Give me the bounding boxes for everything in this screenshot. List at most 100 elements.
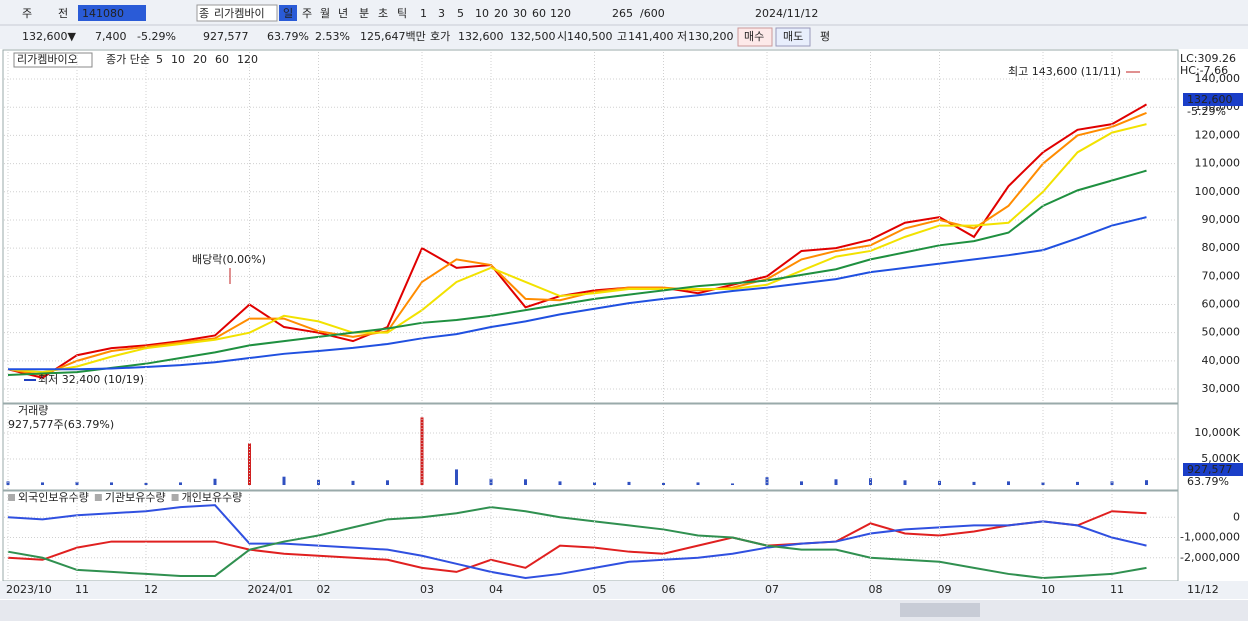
toolbar-item[interactable]: 틱: [397, 7, 407, 20]
series-line: [7, 504, 1147, 579]
volume-bar: [41, 482, 44, 486]
scrollbar[interactable]: [0, 600, 1248, 621]
toolbar-item[interactable]: 주: [22, 7, 32, 20]
x-tick-label: 05: [593, 583, 607, 596]
y-tick-label: 0: [1233, 510, 1240, 523]
toolbar-item[interactable]: 종: [199, 7, 209, 20]
volume-subtitle: 927,577주(63.79%): [8, 418, 114, 431]
quote-item: 130,200: [688, 30, 734, 43]
x-tick-label: 2023/10: [6, 583, 52, 596]
legend-entry: 20: [193, 53, 207, 66]
quote-item: 평: [820, 30, 830, 43]
quote-item: 시: [557, 30, 567, 43]
holding-panel: [2, 490, 1179, 582]
volume-bar: [420, 417, 424, 486]
legend-entry: 5: [156, 53, 163, 66]
quote-item: 132,600: [458, 30, 504, 43]
toolbar-item[interactable]: 265: [612, 7, 633, 20]
y-tick-label: 110,000: [1195, 157, 1241, 170]
name-box[interactable]: [196, 4, 278, 22]
toolbar-item[interactable]: 10: [475, 7, 489, 20]
volume-bar: [455, 469, 458, 486]
volume-bar: [731, 483, 734, 486]
y-tick-label: 60,000: [1202, 297, 1241, 310]
toolbar-item[interactable]: 리가켐바이: [214, 7, 265, 20]
x-tick-label: 02: [317, 583, 331, 596]
volume-ratio: 63.79%: [1187, 475, 1229, 488]
quote-item: 저: [677, 30, 687, 43]
quote-item: 63.79%: [267, 30, 309, 43]
toolbar-item[interactable]: 1: [420, 7, 427, 20]
volume-bar: [489, 478, 493, 486]
chart-title: 리가켐바이오: [17, 53, 78, 66]
legend-entry: 외국인보유수량: [18, 491, 89, 504]
quote-item: 132,600▼: [22, 30, 76, 43]
toolbar-item[interactable]: 5: [457, 7, 464, 20]
scroll-thumb[interactable]: [900, 603, 980, 617]
quote-item: 140,500: [567, 30, 613, 43]
quote-item: 2.53%: [315, 30, 350, 43]
volume-bar: [834, 479, 838, 486]
volume-panel: [2, 403, 1179, 491]
legend-entry: 120: [237, 53, 258, 66]
toolbar-item[interactable]: 주: [302, 7, 312, 20]
sell-button[interactable]: [775, 27, 811, 47]
change-tag: -5.29%: [1187, 105, 1226, 118]
volume-tag: [1183, 463, 1243, 476]
volume-bar: [800, 481, 803, 486]
legend-label: 종가 단순: [106, 53, 150, 66]
volume-bar: [1145, 480, 1148, 486]
volume-bar: [75, 481, 79, 486]
volume-bar: [903, 480, 907, 486]
x-tick-label: 2024/01: [248, 583, 294, 596]
volume-bar: [282, 476, 286, 486]
toolbar-item[interactable]: 120: [550, 7, 571, 20]
toolbar-item[interactable]: 3: [438, 7, 445, 20]
y-tick-label: 50,000: [1202, 326, 1241, 339]
y-tick-label: 120,000: [1195, 128, 1241, 141]
toolbar-item[interactable]: 분: [359, 7, 369, 20]
toolbar-item[interactable]: 초: [378, 7, 388, 20]
volume-bar: [351, 480, 355, 486]
code-input[interactable]: [78, 5, 146, 21]
volume-bar: [1041, 482, 1045, 486]
series-line: [7, 510, 1147, 573]
toolbar-item[interactable]: 60: [532, 7, 546, 20]
volume-title: 거래량: [18, 404, 48, 417]
y-tick-label: 100,000: [1195, 185, 1241, 198]
x-tick-label: 11: [75, 583, 89, 596]
toolbar-item[interactable]: 20: [494, 7, 508, 20]
toolbar-item[interactable]: 2024/11/12: [755, 7, 818, 20]
y-tick-label: 30,000: [1202, 382, 1241, 395]
quote-item: 927,577: [203, 30, 249, 43]
legend-box: [13, 52, 93, 68]
date-axis-bg: [0, 581, 1248, 599]
quote-item: 호가: [430, 30, 450, 43]
y-tick-label: 140,000: [1195, 72, 1241, 85]
volume-bar: [1110, 481, 1114, 486]
price-tag: [1183, 93, 1243, 106]
volume-bar: [593, 482, 596, 486]
series-line: [7, 103, 1147, 379]
toolbar-item[interactable]: 일: [283, 6, 293, 20]
toolbar-item[interactable]: 년: [338, 7, 348, 20]
volume-bar: [1076, 481, 1079, 486]
high-label: 최고 143,600 (11/11): [1008, 65, 1121, 78]
toolbar-item[interactable]: 30: [513, 7, 527, 20]
day-button[interactable]: [279, 5, 297, 21]
quote-item: 132,500: [510, 30, 556, 43]
toolbar-item[interactable]: 월: [320, 7, 330, 20]
x-tick-label: 06: [662, 583, 676, 596]
legend-swatch: [171, 494, 179, 501]
toolbar-item[interactable]: /600: [640, 7, 665, 20]
legend-swatch: [94, 494, 102, 501]
toolbar-item[interactable]: 141080: [82, 7, 124, 20]
dividend-label: 배당락(0.00%): [192, 253, 266, 266]
volume-bar: [765, 477, 769, 486]
y-tick-label: 10,000K: [1194, 426, 1240, 439]
series-line: [7, 169, 1147, 376]
y-tick-label: -2,000,000: [1180, 551, 1240, 564]
buy-button[interactable]: [737, 27, 773, 47]
toolbar-item[interactable]: 전: [58, 7, 68, 20]
volume-bar: [1007, 481, 1010, 486]
